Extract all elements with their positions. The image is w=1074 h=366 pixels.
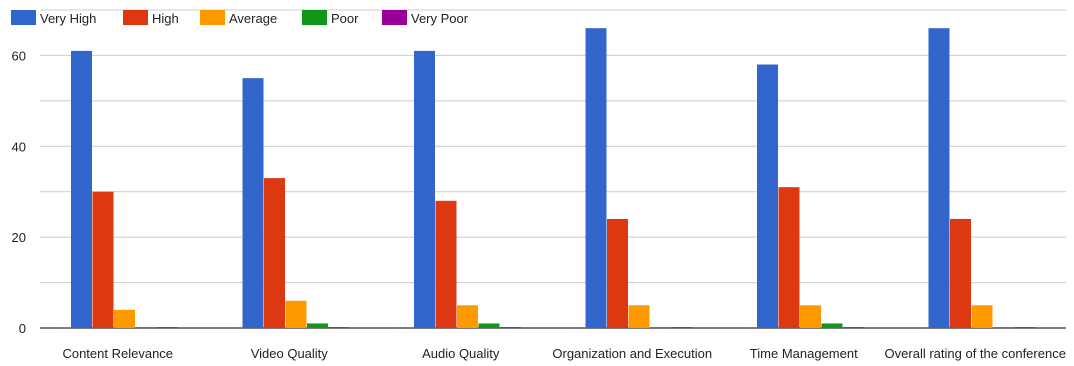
x-axis-labels: Content Relevance Video Quality Audio Qual…: [62, 346, 1065, 361]
bar-average-1[interactable]: [114, 309, 135, 328]
bar-average-3[interactable]: [457, 305, 478, 328]
bar-very-high-5[interactable]: [757, 64, 778, 328]
x-category-label: Video Quality: [251, 346, 329, 361]
legend-swatch: [123, 10, 148, 25]
y-tick-label: 20: [12, 230, 26, 245]
legend-label: Very Poor: [411, 11, 469, 26]
y-tick-label: 0: [19, 321, 26, 336]
bar-poor-3[interactable]: [478, 323, 500, 328]
bar-poor-2[interactable]: [307, 323, 328, 328]
x-category-label: Organization and Execution: [552, 346, 712, 361]
bar-poor-6[interactable]: [993, 327, 1014, 328]
legend-label: Average: [229, 11, 277, 26]
bar-poor-5[interactable]: [821, 323, 843, 328]
bar-average-2[interactable]: [285, 300, 307, 328]
bar-very-poor-1[interactable]: [157, 327, 178, 328]
bar-very-high-6[interactable]: [928, 28, 950, 329]
bar-very-poor-5[interactable]: [843, 327, 864, 328]
bar-average-4[interactable]: [628, 305, 650, 328]
bar-very-poor-4[interactable]: [671, 327, 693, 328]
bar-very-high-3[interactable]: [414, 50, 435, 329]
legend-label: Poor: [331, 11, 359, 26]
bar-high-5[interactable]: [778, 187, 800, 328]
bar-poor-1[interactable]: [135, 327, 157, 328]
bar-average-5[interactable]: [800, 305, 821, 328]
bar-high-1[interactable]: [92, 191, 114, 328]
bars: [71, 28, 1036, 329]
legend-item-high[interactable]: High: [123, 10, 179, 26]
bar-high-3[interactable]: [435, 200, 457, 328]
legend-label: High: [152, 11, 179, 26]
legend-item-very-high[interactable]: Very High: [11, 10, 96, 26]
bar-average-6[interactable]: [971, 305, 993, 328]
legend-swatch: [382, 10, 407, 25]
bar-very-high-4[interactable]: [585, 28, 607, 329]
bar-very-high-2[interactable]: [242, 78, 264, 329]
x-category-label: Audio Quality: [422, 346, 500, 361]
legend-swatch: [302, 10, 327, 25]
y-tick-label: 40: [12, 139, 26, 154]
legend-swatch: [11, 10, 36, 25]
bar-very-poor-3[interactable]: [500, 327, 521, 328]
bar-poor-4[interactable]: [650, 327, 671, 328]
legend-label: Very High: [40, 11, 96, 26]
y-axis: 0 20 40 60: [12, 48, 26, 336]
bar-high-2[interactable]: [264, 178, 285, 328]
bar-very-poor-2[interactable]: [328, 327, 350, 328]
legend[interactable]: Very High High Average Poor Very Poor: [11, 10, 469, 26]
y-tick-label: 60: [12, 48, 26, 63]
bar-high-6[interactable]: [950, 218, 971, 328]
bar-high-4[interactable]: [607, 218, 628, 328]
legend-swatch: [200, 10, 225, 25]
legend-item-very-poor[interactable]: Very Poor: [382, 10, 469, 26]
x-category-label: Time Management: [750, 346, 858, 361]
bar-very-poor-6[interactable]: [1014, 327, 1036, 328]
gridlines: [40, 9, 1066, 329]
x-category-label: Overall rating of the conference: [885, 346, 1066, 361]
legend-item-average[interactable]: Average: [200, 10, 277, 26]
legend-item-poor[interactable]: Poor: [302, 10, 359, 26]
bar-very-high-1[interactable]: [71, 50, 92, 329]
x-category-label: Content Relevance: [62, 346, 173, 361]
